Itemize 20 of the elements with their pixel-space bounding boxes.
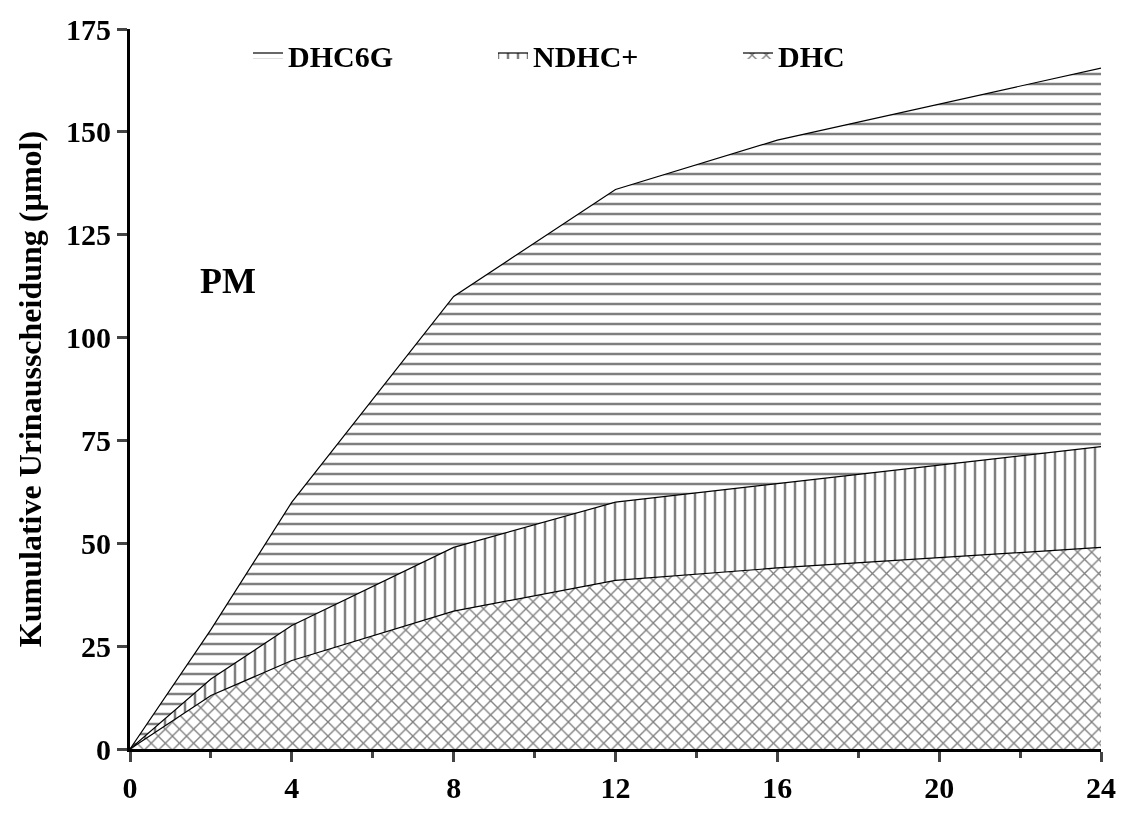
y-tick-label: 175 xyxy=(66,12,111,46)
y-tick-label: 0 xyxy=(96,732,111,766)
y-tick-label: 100 xyxy=(66,321,111,355)
x-tick-label: 8 xyxy=(446,771,462,804)
x-tick-label: 24 xyxy=(1086,771,1116,804)
y-axis-title: Kumulative Urinausscheidung (µmol) xyxy=(12,130,49,648)
x-tick-label: 4 xyxy=(284,771,300,804)
legend-label: DHC xyxy=(778,39,845,73)
legend-label: DHC6G xyxy=(288,39,393,73)
y-tick-label: 150 xyxy=(66,115,111,149)
y-tick-label: 75 xyxy=(81,423,111,457)
y-tick-label: 25 xyxy=(81,629,111,663)
x-tick-label: 20 xyxy=(924,771,955,804)
y-tick-label: 50 xyxy=(81,526,111,560)
y-tick-label: 125 xyxy=(66,218,111,252)
x-tick-label: 0 xyxy=(122,771,138,804)
legend-label: NDHC+ xyxy=(533,39,639,73)
x-tick-label: 16 xyxy=(762,771,793,804)
x-tick-label: 12 xyxy=(600,771,631,804)
annotation: PM xyxy=(200,261,256,301)
